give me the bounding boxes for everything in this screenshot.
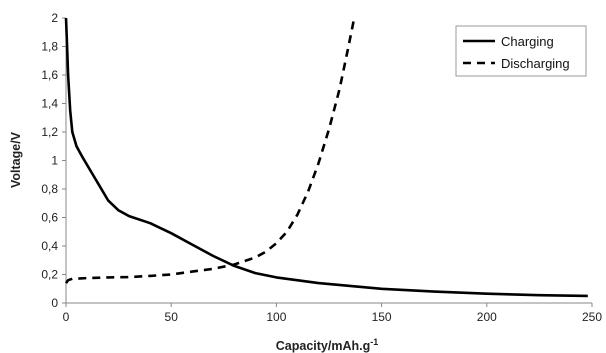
y-tick-label: 2 — [51, 11, 58, 25]
x-axis-title-main: Capacity/mAh.g — [276, 339, 370, 353]
y-tick-label: 1,6 — [41, 68, 58, 82]
x-tick-label: 100 — [266, 310, 286, 324]
series-line-charging — [64, 17, 588, 298]
x-tick-label: 200 — [477, 310, 497, 324]
y-tick-label: 1,2 — [41, 125, 58, 139]
tick-labels: 0 0,2 0,4 0,6 0,8 1 1,2 1,4 1,6 1,8 2 0 50 100 150 200 2… — [41, 11, 602, 324]
series-layer — [64, 17, 588, 298]
legend: Charging Discharging — [455, 25, 587, 77]
axes — [62, 17, 593, 307]
x-tick-label: 50 — [165, 310, 179, 324]
y-tick-label: 1,8 — [41, 40, 58, 54]
legend-charging-label: Charging — [501, 34, 554, 49]
y-tick-label: 0 — [51, 296, 58, 310]
y-tick-label: 0,2 — [41, 268, 58, 282]
y-tick-label: 0,8 — [41, 182, 58, 196]
x-tick-label: 0 — [63, 310, 70, 324]
x-tick-label: 150 — [372, 310, 392, 324]
x-tick-label: 250 — [582, 310, 602, 324]
legend-discharging-label: Discharging — [501, 56, 570, 71]
series-line-discharging — [64, 17, 356, 284]
y-tick-label: 0,6 — [41, 211, 58, 225]
y-axis-title: Voltage/V — [9, 131, 23, 188]
y-tick-label: 1 — [51, 154, 58, 168]
x-axis-title: Capacity/mAh.g-1 — [276, 337, 378, 353]
x-axis-title-superscript: -1 — [370, 337, 378, 347]
y-tick-label: 0,4 — [41, 239, 58, 253]
y-tick-label: 1,4 — [41, 97, 58, 111]
legend-box — [455, 25, 587, 77]
